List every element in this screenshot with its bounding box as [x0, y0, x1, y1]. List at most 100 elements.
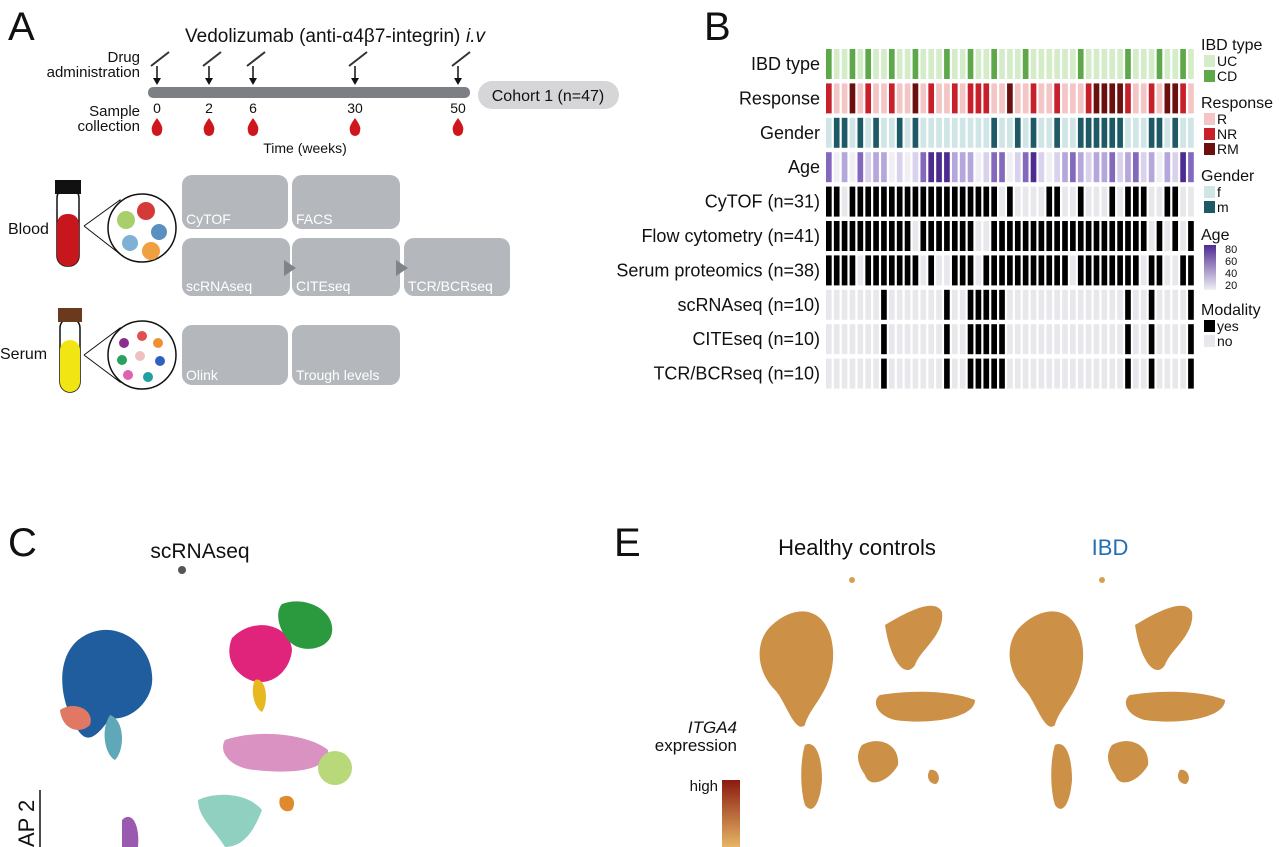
- heat-cell: [944, 289, 950, 320]
- heat-cell: [1125, 83, 1131, 114]
- flow-arrow: [284, 260, 296, 276]
- heat-cell: [1007, 221, 1013, 251]
- heat-cell: [928, 221, 935, 251]
- heat-cell: [1093, 117, 1100, 148]
- heat-cell: [944, 83, 950, 114]
- heat-cell: [1030, 221, 1037, 251]
- heat-cell: [873, 117, 879, 148]
- heat-cell: [1093, 221, 1100, 251]
- heat-cell: [912, 83, 919, 114]
- age-tick: 60: [1225, 256, 1237, 268]
- heat-cell: [959, 324, 966, 355]
- gene: ITGA4: [688, 718, 737, 737]
- timepoint: 6: [249, 100, 257, 116]
- heat-cell: [1140, 117, 1147, 148]
- heat-cell: [975, 152, 982, 183]
- heat-cell: [1085, 221, 1092, 251]
- heat-cell: [928, 83, 935, 114]
- heat-cell: [1077, 255, 1084, 286]
- heat-cell: [1172, 186, 1179, 217]
- heat-cell: [904, 324, 911, 355]
- heat-cell: [1022, 83, 1029, 114]
- heat-cell: [912, 49, 919, 79]
- heat-cell: [1109, 49, 1116, 79]
- cohort: Cohort 1 (n=47): [492, 88, 605, 105]
- heat-cell: [936, 255, 942, 286]
- heat-cell: [1172, 152, 1179, 183]
- heat-cell: [1054, 289, 1060, 320]
- heat-cell: [1038, 324, 1045, 355]
- panel-letter: E: [614, 521, 641, 565]
- heat-cell: [1030, 83, 1037, 114]
- cell: [142, 242, 160, 260]
- heat-cell: [1188, 324, 1194, 355]
- heat-cell: [1180, 152, 1186, 183]
- heat-cell: [1054, 186, 1060, 217]
- legend-title: Response: [1201, 95, 1273, 112]
- heat-cell: [1046, 117, 1053, 148]
- heat-cell: [1172, 289, 1179, 320]
- heat-cell: [1140, 324, 1147, 355]
- serum: [60, 340, 80, 392]
- heat-cell: [1038, 186, 1045, 217]
- heat-cell: [857, 152, 864, 183]
- heat-cell: [833, 289, 840, 320]
- heat-cell: [881, 358, 887, 389]
- heat-cell: [865, 358, 872, 389]
- syringe: [451, 51, 471, 67]
- heat-cell: [833, 358, 840, 389]
- heat-cell: [1117, 324, 1123, 355]
- heat-cell: [1180, 221, 1186, 251]
- heat-cell: [841, 358, 848, 389]
- heat-cell: [873, 49, 879, 79]
- heat-cell: [1133, 255, 1139, 286]
- heat-cell: [1077, 221, 1084, 251]
- legend-title: Modality: [1201, 302, 1261, 319]
- heat-cell: [1156, 289, 1163, 320]
- heat-cell: [1117, 221, 1123, 251]
- heat-cell: [1093, 186, 1100, 217]
- heat-cell: [841, 324, 848, 355]
- heat-cell: [857, 358, 864, 389]
- heat-cell: [951, 324, 958, 355]
- heat-cell: [1085, 255, 1092, 286]
- heat-cell: [912, 255, 919, 286]
- heat-cell: [1007, 186, 1013, 217]
- heat-cell: [920, 255, 927, 286]
- heat-cell: [959, 186, 966, 217]
- serum-label: Serum: [0, 346, 47, 363]
- heat-cell: [1172, 117, 1179, 148]
- heat-cell: [1164, 83, 1171, 114]
- heat-cell: [857, 324, 864, 355]
- heat-cell: [1140, 186, 1147, 217]
- heat-cell: [865, 324, 872, 355]
- heat-cell: [1070, 83, 1076, 114]
- heat-cell: [991, 186, 997, 217]
- heat-cell: [1077, 186, 1084, 217]
- blood-drop: [151, 118, 163, 136]
- legend-swatch: [1204, 70, 1215, 82]
- heat-cell: [1180, 324, 1186, 355]
- heat-cell: [1054, 255, 1060, 286]
- heat-cell: [1062, 221, 1068, 251]
- heat-cell: [1148, 186, 1155, 217]
- time-axis: Time (weeks): [263, 140, 347, 156]
- heat-cell: [826, 117, 832, 148]
- umap-cluster: [1099, 577, 1105, 583]
- heat-cell: [1038, 221, 1045, 251]
- heat-cell: [1117, 186, 1123, 217]
- expression-umaps: [759, 577, 1225, 809]
- assays: CyTOF FACS scRNAseq CITEseq TCR/BCRseq Olink T…: [182, 175, 510, 385]
- umap: [1009, 577, 1225, 809]
- heat-cell: [881, 324, 887, 355]
- heat-cell: [1148, 221, 1155, 251]
- heat-cell: [873, 152, 879, 183]
- heat-cell: [1046, 152, 1053, 183]
- cap: [55, 180, 81, 194]
- umap-cluster: [858, 741, 899, 783]
- heat-cell: [1133, 221, 1139, 251]
- heat-cell: [1085, 117, 1092, 148]
- heat-cell: [1109, 358, 1116, 389]
- assay-box: [404, 238, 510, 296]
- scale-label: high: [690, 778, 718, 795]
